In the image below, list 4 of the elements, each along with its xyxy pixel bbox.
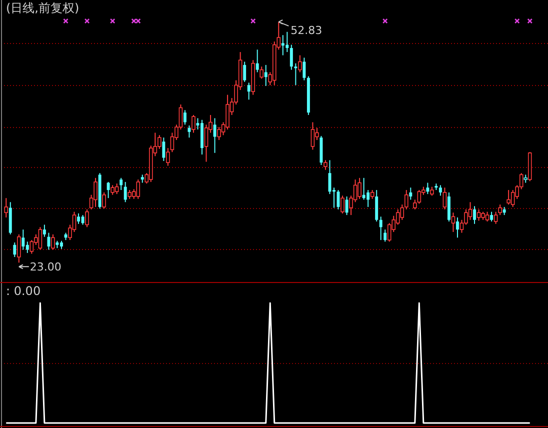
chart-title: (日线,前复权) — [6, 1, 80, 15]
text: : 0.00 — [6, 284, 41, 298]
annotation: 23.00 — [30, 260, 62, 274]
annotation: 52.83 — [290, 24, 322, 37]
